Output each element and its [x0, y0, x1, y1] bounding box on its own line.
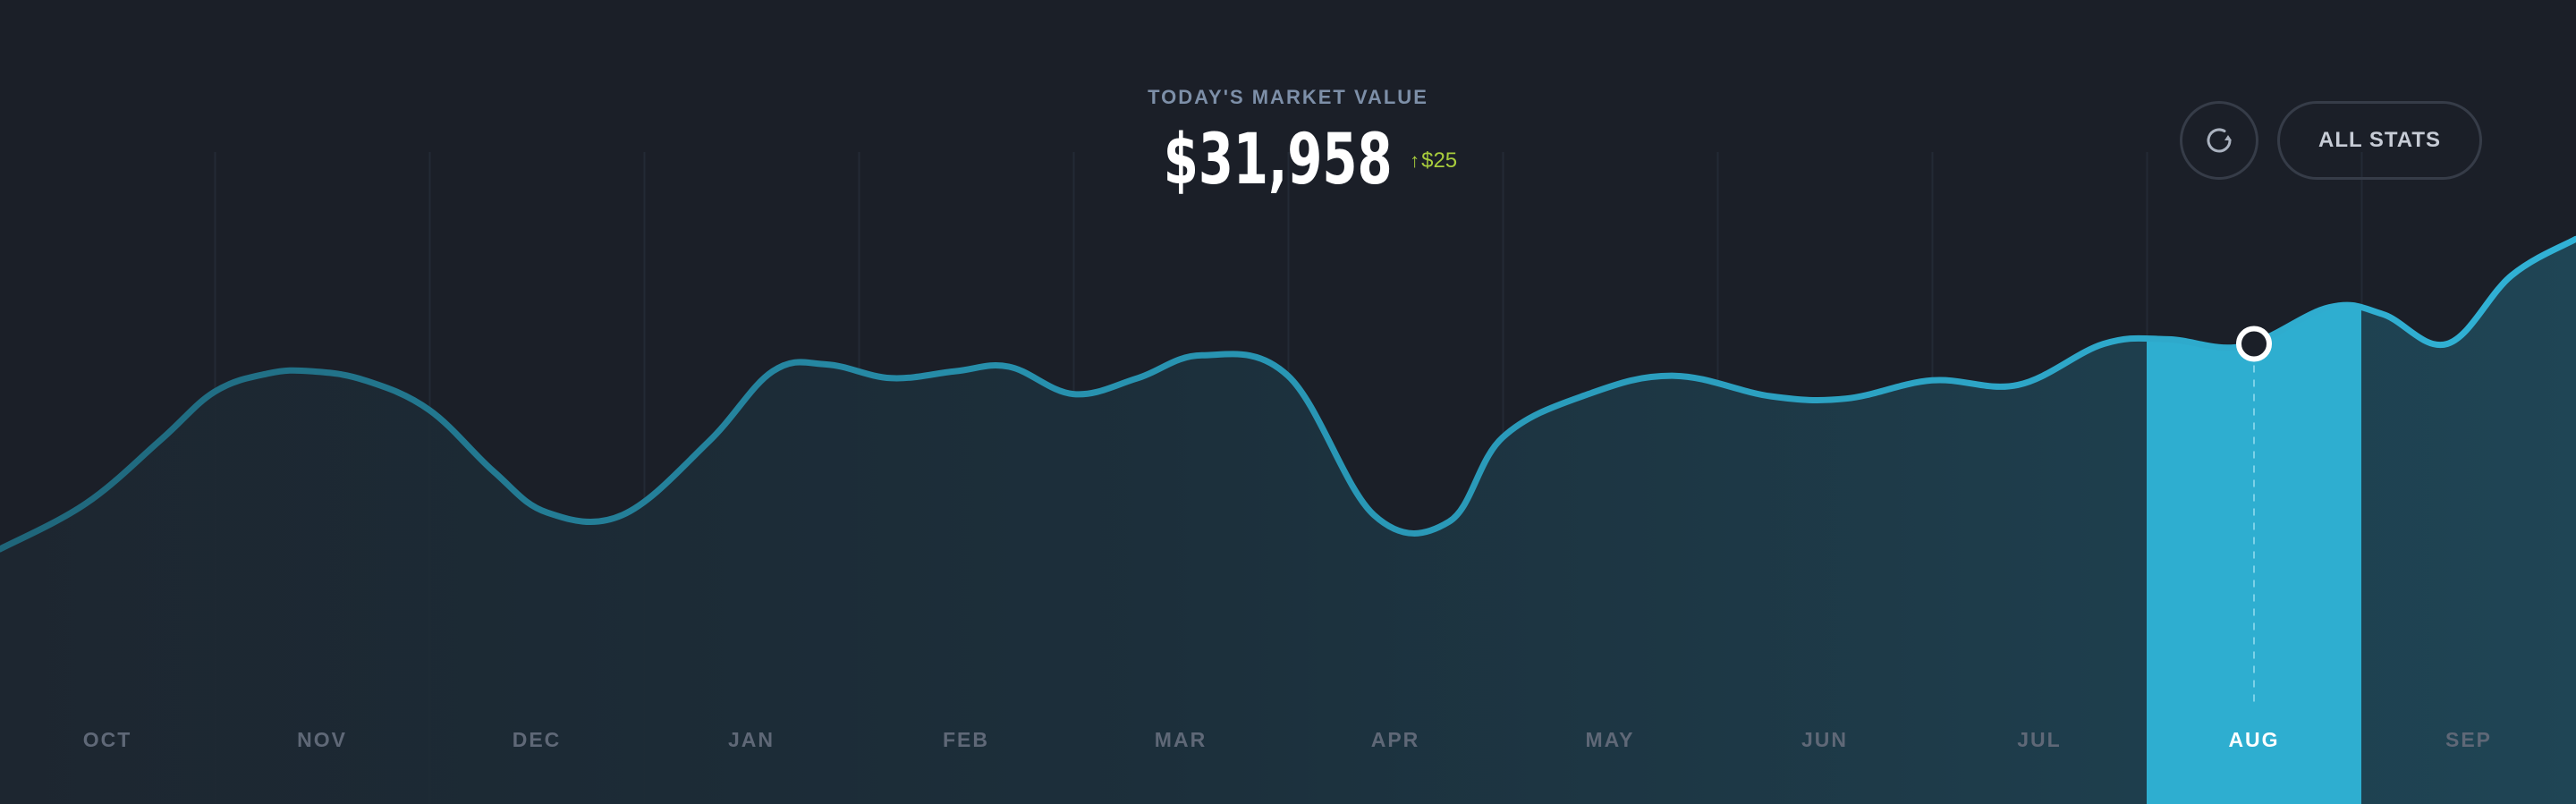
month-label-sep[interactable]: SEP — [2445, 728, 2492, 751]
area-fill — [0, 239, 2576, 804]
value-change: ↑ $25 — [1410, 148, 1457, 173]
market-value-label: TODAY'S MARKET VALUE — [1148, 86, 1428, 108]
month-label-apr[interactable]: APR — [1371, 728, 1420, 751]
market-value-row: $31,958 ↑ $25 — [1055, 125, 1521, 195]
all-stats-button[interactable]: ALL STATS — [2277, 101, 2482, 180]
selected-point-marker[interactable] — [2236, 326, 2272, 362]
month-label-feb[interactable]: FEB — [943, 728, 989, 751]
month-label-nov[interactable]: NOV — [297, 728, 347, 751]
month-label-oct[interactable]: OCT — [83, 728, 132, 751]
month-label-mar[interactable]: MAR — [1155, 728, 1207, 751]
month-label-jun[interactable]: JUN — [1801, 728, 1848, 751]
month-label-jan[interactable]: JAN — [728, 728, 775, 751]
month-label-dec[interactable]: DEC — [513, 728, 562, 751]
refresh-button[interactable] — [2180, 101, 2258, 180]
value-change-amount: $25 — [1421, 148, 1458, 173]
arrow-up-icon: ↑ — [1410, 149, 1420, 172]
refresh-icon — [2207, 128, 2232, 153]
market-value-amount: $31,958 — [1163, 120, 1393, 200]
market-value-header: TODAY'S MARKET VALUE $31,958 ↑ $25 — [1055, 86, 1521, 195]
month-label-jul[interactable]: JUL — [2017, 728, 2061, 751]
series-line — [0, 235, 2576, 553]
month-label-may[interactable]: MAY — [1586, 728, 1635, 751]
month-label-aug[interactable]: AUG — [2228, 728, 2279, 751]
month-axis-labels: OCT NOV DEC JAN FEB MAR APR MAY JUN JUL AUG SEP — [83, 728, 2492, 751]
